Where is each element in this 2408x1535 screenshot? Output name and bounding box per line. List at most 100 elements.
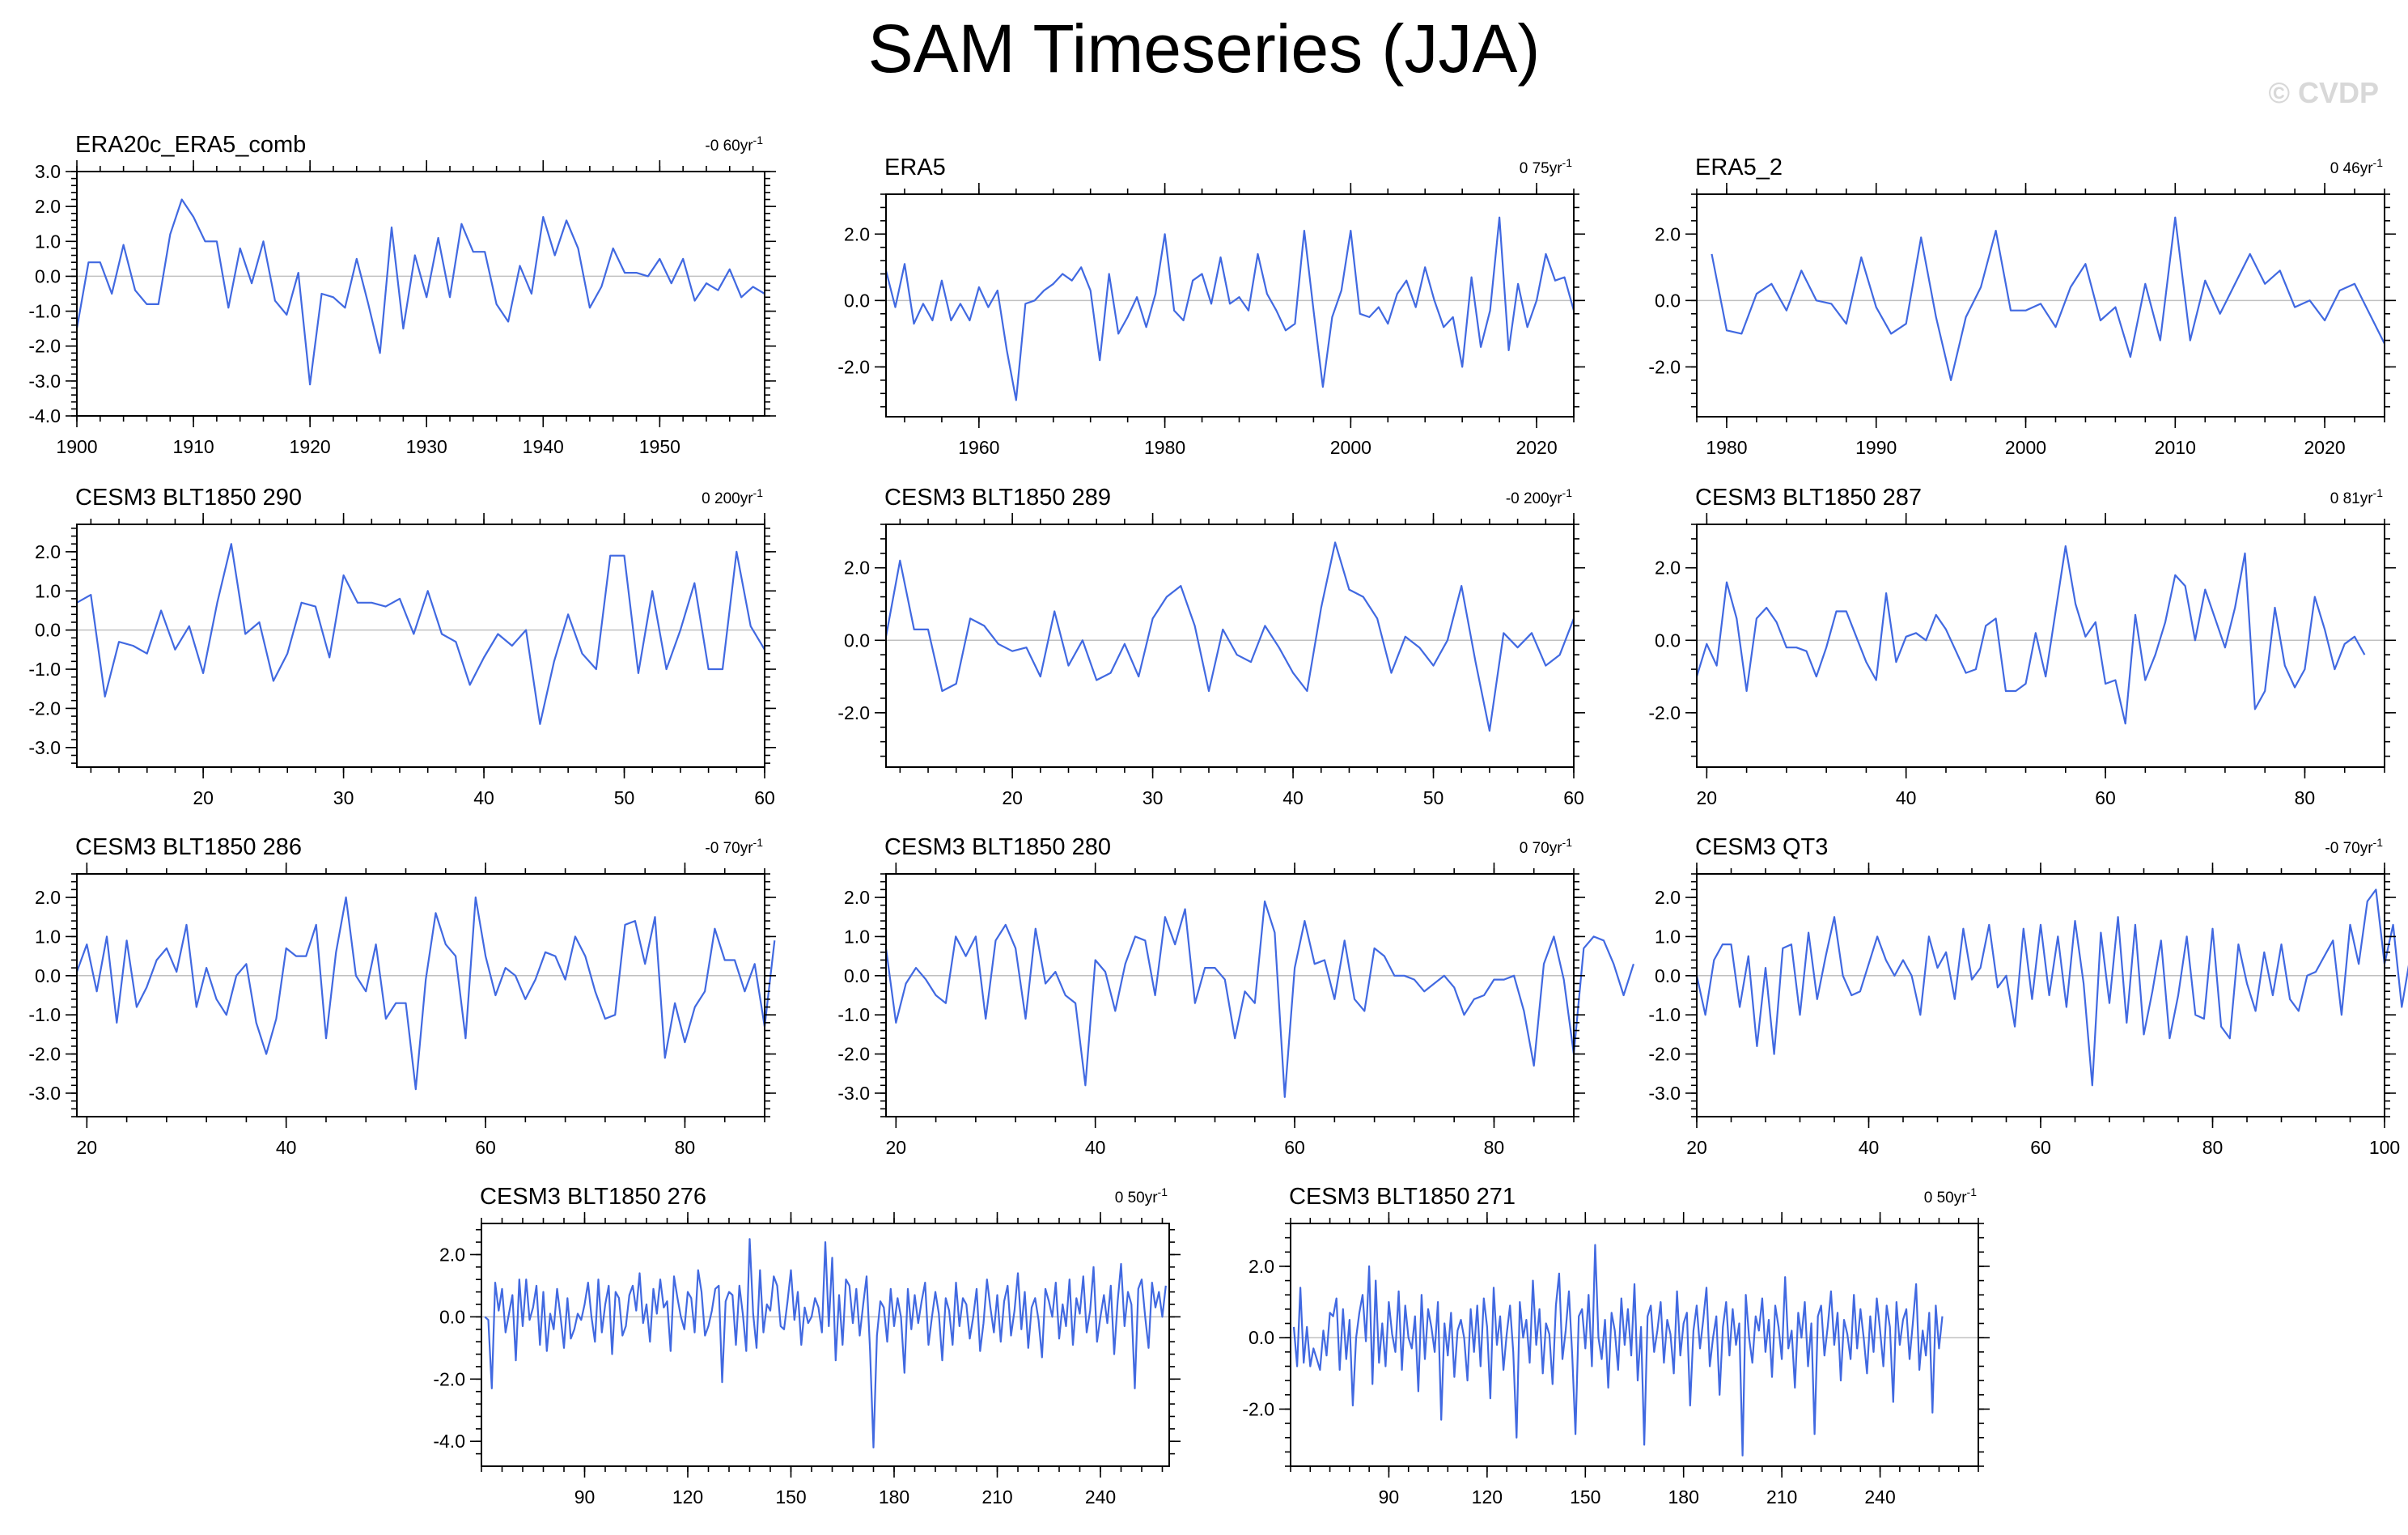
x-tick-label: 20 bbox=[1002, 787, 1023, 808]
sam-index-line bbox=[1695, 888, 2408, 1087]
y-tick-label: 2.0 bbox=[1655, 887, 1681, 908]
trend-annotation: 0 50yr-1 bbox=[1115, 1185, 1168, 1206]
x-tick-label: 2000 bbox=[2005, 437, 2046, 458]
panel-title: CESM3 BLT1850 280 bbox=[884, 834, 1111, 860]
cvdp-watermark: © CVDP bbox=[2268, 76, 2379, 109]
sam-index-line bbox=[1292, 1244, 1944, 1457]
y-tick-label: -3.0 bbox=[28, 737, 61, 758]
x-tick-label: 1930 bbox=[406, 436, 447, 457]
x-tick-label: 40 bbox=[1896, 787, 1917, 808]
x-tick-label: 60 bbox=[754, 787, 775, 808]
x-tick-label: 180 bbox=[1668, 1486, 1699, 1507]
sam-index-line bbox=[884, 216, 1575, 401]
x-tick-label: 80 bbox=[1484, 1137, 1505, 1158]
plot-frame bbox=[76, 873, 765, 1117]
plot-frame bbox=[885, 524, 1575, 768]
x-tick-label: 1910 bbox=[172, 436, 214, 457]
y-tick-label: -3.0 bbox=[1648, 1083, 1681, 1104]
x-tick-label: 1940 bbox=[523, 436, 564, 457]
y-tick-label: 3.0 bbox=[35, 161, 61, 182]
y-tick-label: -1.0 bbox=[28, 659, 61, 680]
panel-title: CESM3 BLT1850 286 bbox=[75, 834, 302, 860]
x-tick-label: 80 bbox=[2295, 787, 2316, 808]
panel-title: CESM3 BLT1850 289 bbox=[884, 485, 1111, 511]
y-tick-label: 2.0 bbox=[844, 558, 870, 579]
y-tick-label: 0.0 bbox=[35, 620, 61, 641]
timeseries-panel: -2.0 0.0 2.0 20 40 60 80 CESM3 BLT1850 287 0 81y… bbox=[1648, 485, 2396, 808]
y-tick-label: -3.0 bbox=[28, 1083, 61, 1104]
y-tick-label: 0.0 bbox=[439, 1306, 465, 1327]
figure-title: SAM Timeseries (JJA) bbox=[867, 11, 1541, 87]
timeseries-panel: -3.0 -2.0 -1.0 0.0 1.0 2.0 20 30 40 50 60 CESM3 BLT… bbox=[28, 485, 776, 808]
x-tick-label: 80 bbox=[675, 1137, 696, 1158]
y-tick-label: 2.0 bbox=[1655, 223, 1681, 244]
y-tick-label: 0.0 bbox=[844, 630, 870, 651]
x-tick-label: 90 bbox=[1379, 1486, 1400, 1507]
panel-title: CESM3 BLT1850 271 bbox=[1289, 1184, 1516, 1210]
y-tick-label: -3.0 bbox=[28, 371, 61, 392]
panel-title: ERA5 bbox=[884, 155, 946, 180]
x-tick-label: 120 bbox=[1472, 1486, 1503, 1507]
timeseries-panel: -2.0 0.0 2.0 90 120 150 180 210 240 CESM3 BLT1850… bbox=[1242, 1184, 1990, 1507]
y-tick-label: -2.0 bbox=[28, 336, 61, 357]
y-tick-label: -1.0 bbox=[28, 1004, 61, 1025]
timeseries-panel: -3.0 -2.0 -1.0 0.0 1.0 2.0 20 40 60 80 CESM3 BLT18… bbox=[837, 834, 1634, 1158]
trend-annotation: 0 70yr-1 bbox=[1520, 836, 1572, 857]
y-tick-label: 2.0 bbox=[35, 196, 61, 217]
y-tick-label: 2.0 bbox=[1249, 1256, 1274, 1277]
sam-index-line bbox=[75, 198, 765, 386]
trend-annotation: 0 50yr-1 bbox=[1924, 1185, 1977, 1206]
x-tick-label: 150 bbox=[775, 1486, 806, 1507]
x-tick-label: 240 bbox=[1085, 1486, 1116, 1507]
x-tick-label: 2000 bbox=[1330, 437, 1371, 458]
sam-index-line bbox=[484, 1238, 1167, 1449]
y-tick-label: 2.0 bbox=[1655, 558, 1681, 579]
plot-frame bbox=[481, 1223, 1170, 1467]
sam-index-line bbox=[1695, 545, 2366, 725]
sam-index-line bbox=[1711, 216, 2385, 381]
y-tick-label: -2.0 bbox=[28, 1044, 61, 1065]
y-tick-label: 1.0 bbox=[1655, 926, 1681, 947]
x-tick-label: 40 bbox=[1282, 787, 1304, 808]
x-tick-label: 210 bbox=[981, 1486, 1012, 1507]
y-tick-label: 1.0 bbox=[35, 926, 61, 947]
trend-annotation: -0 60yr-1 bbox=[705, 134, 763, 155]
x-tick-label: 2010 bbox=[2155, 437, 2196, 458]
y-tick-label: 0.0 bbox=[35, 965, 61, 986]
x-tick-label: 30 bbox=[333, 787, 354, 808]
plot-frame bbox=[885, 193, 1575, 418]
y-tick-label: 1.0 bbox=[844, 926, 870, 947]
sam-index-line bbox=[75, 896, 776, 1091]
y-tick-label: -4.0 bbox=[28, 405, 61, 426]
trend-annotation: 0 81yr-1 bbox=[2330, 486, 2383, 507]
x-tick-label: 120 bbox=[672, 1486, 703, 1507]
y-tick-label: -2.0 bbox=[837, 1044, 870, 1065]
y-tick-label: 0.0 bbox=[35, 265, 61, 286]
trend-annotation: -0 70yr-1 bbox=[705, 836, 763, 857]
y-tick-label: -2.0 bbox=[837, 702, 870, 723]
x-tick-label: 80 bbox=[2202, 1137, 2224, 1158]
x-tick-label: 50 bbox=[1423, 787, 1444, 808]
x-tick-label: 20 bbox=[193, 787, 214, 808]
panel-title: CESM3 BLT1850 290 bbox=[75, 485, 302, 511]
x-tick-label: 40 bbox=[276, 1137, 297, 1158]
x-tick-label: 20 bbox=[1697, 787, 1718, 808]
timeseries-panel: -2.0 0.0 2.0 1980 1990 2000 2010 2020 ERA5_2 0 46… bbox=[1648, 155, 2396, 458]
plot-frame bbox=[1696, 524, 2385, 768]
x-tick-label: 210 bbox=[1766, 1486, 1797, 1507]
trend-annotation: -0 200yr-1 bbox=[1506, 486, 1572, 507]
x-tick-label: 1920 bbox=[290, 436, 331, 457]
x-tick-label: 90 bbox=[574, 1486, 596, 1507]
plot-frame bbox=[1696, 193, 2385, 418]
plot-frame bbox=[1290, 1223, 1979, 1467]
timeseries-panel: -4.0 -3.0 -2.0 -1.0 0.0 1.0 2.0 3.0 1900 1910 1920… bbox=[28, 132, 776, 457]
y-tick-label: 1.0 bbox=[35, 580, 61, 601]
y-tick-label: -3.0 bbox=[837, 1083, 870, 1104]
panel-title: ERA5_2 bbox=[1695, 155, 1783, 180]
y-tick-label: -2.0 bbox=[433, 1368, 465, 1389]
y-tick-label: 2.0 bbox=[844, 887, 870, 908]
trend-annotation: -0 70yr-1 bbox=[2325, 836, 2383, 857]
y-tick-label: -1.0 bbox=[837, 1004, 870, 1025]
x-tick-label: 20 bbox=[77, 1137, 98, 1158]
